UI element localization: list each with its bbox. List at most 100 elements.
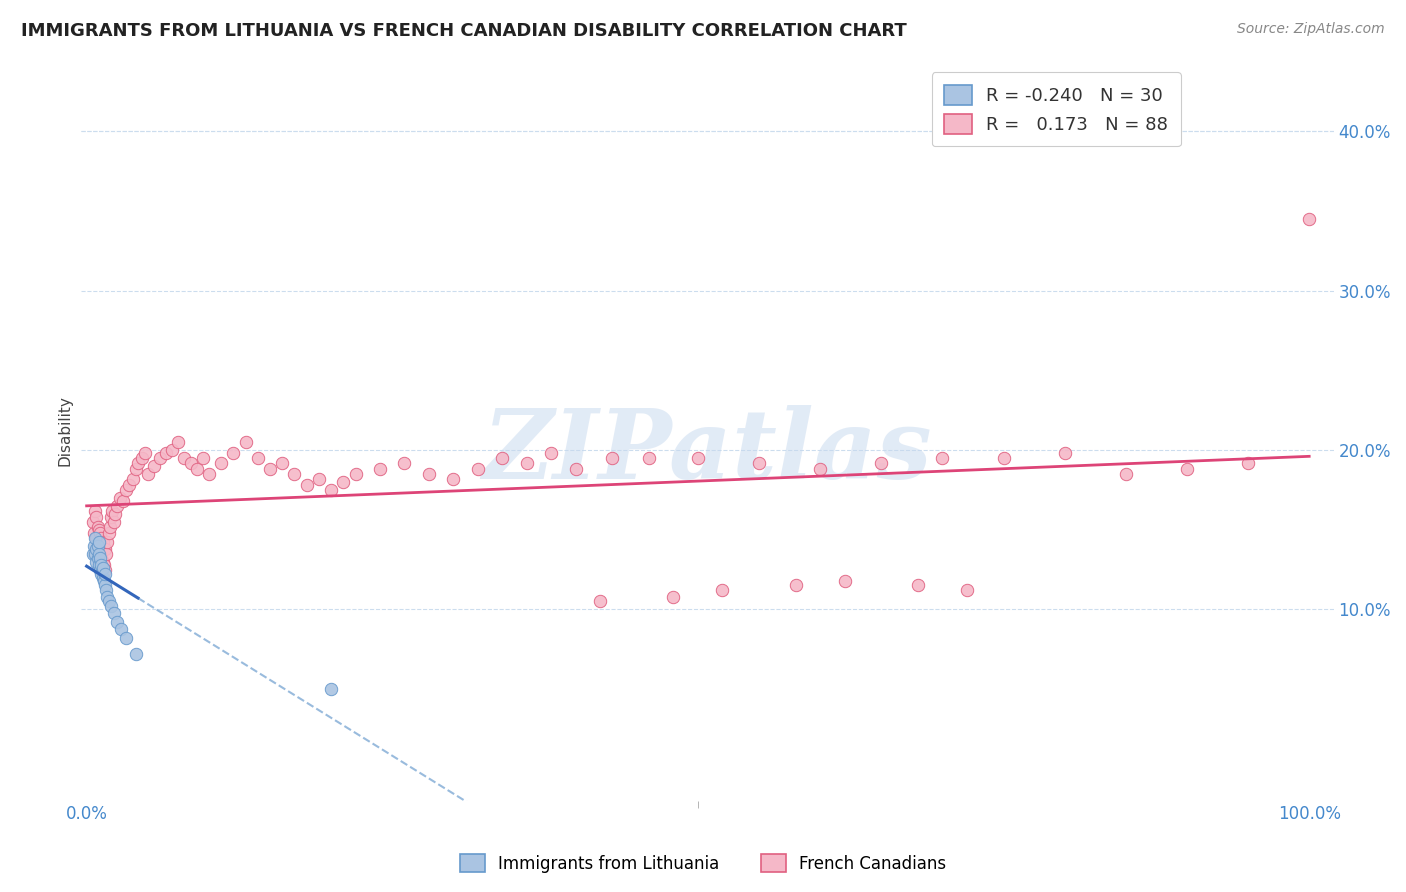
Point bbox=[90, 567, 112, 582]
Point bbox=[1237, 456, 1260, 470]
Point bbox=[97, 594, 120, 608]
Point bbox=[89, 525, 111, 540]
Point bbox=[93, 574, 115, 588]
Point bbox=[82, 547, 104, 561]
Point bbox=[89, 551, 111, 566]
Point bbox=[94, 563, 117, 577]
Point bbox=[124, 647, 146, 661]
Text: Source: ZipAtlas.com: Source: ZipAtlas.com bbox=[1237, 22, 1385, 37]
Point bbox=[93, 558, 115, 572]
Point bbox=[155, 446, 177, 460]
Point bbox=[711, 583, 734, 598]
Point bbox=[87, 523, 110, 537]
Point bbox=[90, 551, 112, 566]
Point bbox=[97, 525, 120, 540]
Point bbox=[993, 450, 1015, 465]
Point bbox=[84, 547, 107, 561]
Point bbox=[86, 519, 108, 533]
Point bbox=[87, 535, 110, 549]
Point bbox=[103, 606, 125, 620]
Point bbox=[662, 590, 685, 604]
Point bbox=[91, 535, 114, 549]
Point bbox=[180, 456, 202, 470]
Point bbox=[89, 563, 111, 577]
Point bbox=[589, 594, 612, 608]
Point bbox=[91, 561, 114, 575]
Point bbox=[96, 547, 118, 561]
Point bbox=[96, 590, 118, 604]
Point bbox=[956, 583, 979, 598]
Point bbox=[368, 462, 391, 476]
Point bbox=[108, 491, 131, 505]
Point bbox=[94, 567, 117, 582]
Point bbox=[84, 503, 107, 517]
Point bbox=[90, 558, 112, 572]
Point bbox=[82, 515, 104, 529]
Point bbox=[87, 541, 110, 556]
Point bbox=[638, 450, 661, 465]
Point bbox=[84, 531, 107, 545]
Point bbox=[114, 631, 136, 645]
Point bbox=[564, 462, 586, 476]
Point bbox=[86, 510, 108, 524]
Point bbox=[259, 462, 281, 476]
Point bbox=[332, 475, 354, 489]
Point bbox=[246, 450, 269, 465]
Point bbox=[83, 525, 105, 540]
Point bbox=[86, 531, 108, 545]
Point bbox=[87, 547, 110, 561]
Point bbox=[91, 555, 114, 569]
Point bbox=[516, 456, 538, 470]
Point bbox=[283, 467, 305, 481]
Point bbox=[86, 539, 108, 553]
Point bbox=[91, 570, 114, 584]
Point bbox=[110, 622, 132, 636]
Point bbox=[191, 450, 214, 465]
Text: IMMIGRANTS FROM LITHUANIA VS FRENCH CANADIAN DISABILITY CORRELATION CHART: IMMIGRANTS FROM LITHUANIA VS FRENCH CANA… bbox=[21, 22, 907, 40]
Point bbox=[418, 467, 440, 481]
Legend: Immigrants from Lithuania, French Canadians: Immigrants from Lithuania, French Canadi… bbox=[453, 847, 953, 880]
Point bbox=[112, 494, 135, 508]
Point bbox=[870, 456, 893, 470]
Point bbox=[235, 435, 257, 450]
Point bbox=[86, 539, 108, 553]
Point bbox=[602, 450, 624, 465]
Point bbox=[321, 681, 343, 696]
Legend: R = -0.240   N = 30, R =   0.173   N = 88: R = -0.240 N = 30, R = 0.173 N = 88 bbox=[932, 72, 1181, 146]
Point bbox=[136, 467, 159, 481]
Point bbox=[321, 483, 343, 497]
Point bbox=[173, 450, 195, 465]
Point bbox=[467, 462, 489, 476]
Y-axis label: Disability: Disability bbox=[58, 394, 72, 466]
Point bbox=[686, 450, 709, 465]
Point bbox=[271, 456, 294, 470]
Text: ZIPatlas: ZIPatlas bbox=[482, 405, 932, 500]
Point bbox=[907, 578, 929, 592]
Point bbox=[491, 450, 513, 465]
Point bbox=[308, 472, 330, 486]
Point bbox=[122, 472, 145, 486]
Point bbox=[834, 574, 856, 588]
Point bbox=[87, 558, 110, 572]
Point bbox=[186, 462, 208, 476]
Point bbox=[134, 446, 156, 460]
Point bbox=[100, 599, 122, 614]
Point bbox=[931, 450, 953, 465]
Point bbox=[344, 467, 367, 481]
Point bbox=[94, 541, 117, 556]
Point bbox=[103, 515, 125, 529]
Point bbox=[1175, 462, 1198, 476]
Point bbox=[98, 519, 121, 533]
Point bbox=[124, 462, 146, 476]
Point bbox=[785, 578, 807, 592]
Point bbox=[1053, 446, 1076, 460]
Point bbox=[86, 551, 108, 566]
Point bbox=[167, 435, 190, 450]
Point bbox=[101, 503, 124, 517]
Point bbox=[94, 578, 117, 592]
Point bbox=[118, 478, 141, 492]
Point bbox=[105, 615, 128, 629]
Point bbox=[89, 547, 111, 561]
Point bbox=[104, 507, 127, 521]
Point bbox=[198, 467, 221, 481]
